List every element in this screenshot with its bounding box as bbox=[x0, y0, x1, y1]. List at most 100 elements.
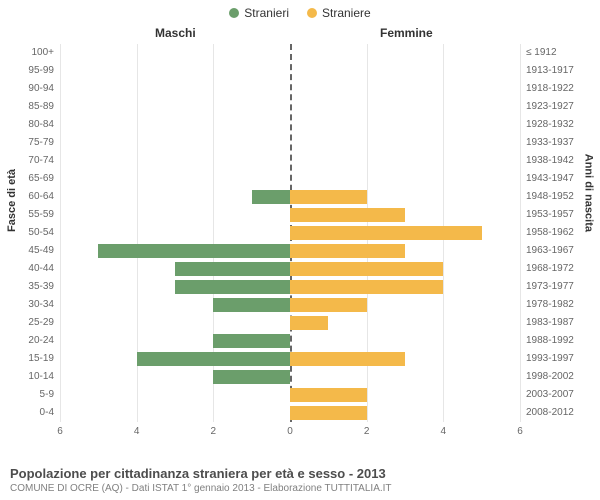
birth-year-label: 1953-1957 bbox=[526, 209, 586, 220]
age-label: 45-49 bbox=[4, 245, 54, 256]
age-label: 0-4 bbox=[4, 407, 54, 418]
bar-female bbox=[290, 262, 443, 276]
x-tick: 2 bbox=[211, 426, 217, 437]
bar-male bbox=[175, 280, 290, 294]
age-row bbox=[60, 296, 520, 314]
bar-female bbox=[290, 208, 405, 222]
bar-female bbox=[290, 352, 405, 366]
x-tick: 2 bbox=[364, 426, 370, 437]
legend-item: Stranieri bbox=[229, 6, 289, 20]
bar-female bbox=[290, 298, 367, 312]
legend-dot bbox=[229, 8, 239, 18]
birth-year-label: 1978-1982 bbox=[526, 299, 586, 310]
chart-subtitle: COMUNE DI OCRE (AQ) - Dati ISTAT 1° genn… bbox=[10, 483, 392, 494]
birth-year-label: 1988-1992 bbox=[526, 335, 586, 346]
birth-year-label: 1983-1987 bbox=[526, 317, 586, 328]
birth-year-label: 1958-1962 bbox=[526, 227, 586, 238]
x-tick: 4 bbox=[441, 426, 447, 437]
bar-female bbox=[290, 226, 482, 240]
age-label: 10-14 bbox=[4, 371, 54, 382]
x-tick: 4 bbox=[134, 426, 140, 437]
birth-year-label: ≤ 1912 bbox=[526, 47, 586, 58]
bar-female bbox=[290, 280, 443, 294]
age-label: 65-69 bbox=[4, 173, 54, 184]
age-row bbox=[60, 44, 520, 62]
legend-label: Stranieri bbox=[244, 6, 289, 20]
birth-year-label: 1928-1932 bbox=[526, 119, 586, 130]
bar-female bbox=[290, 316, 328, 330]
x-tick: 6 bbox=[57, 426, 63, 437]
age-label: 20-24 bbox=[4, 335, 54, 346]
bar-male bbox=[213, 334, 290, 348]
birth-year-label: 1948-1952 bbox=[526, 191, 586, 202]
population-pyramid-chart: Maschi Femmine Fasce di età Anni di nasc… bbox=[0, 22, 600, 452]
birth-year-label: 1918-1922 bbox=[526, 83, 586, 94]
age-label: 80-84 bbox=[4, 119, 54, 130]
legend: Stranieri Straniere bbox=[0, 0, 600, 22]
bar-female bbox=[290, 388, 367, 402]
column-title-maschi: Maschi bbox=[155, 26, 196, 40]
bar-male bbox=[213, 298, 290, 312]
birth-year-label: 2003-2007 bbox=[526, 389, 586, 400]
age-label: 85-89 bbox=[4, 101, 54, 112]
bar-female bbox=[290, 190, 367, 204]
birth-year-label: 1943-1947 bbox=[526, 173, 586, 184]
bar-male bbox=[137, 352, 290, 366]
legend-dot bbox=[307, 8, 317, 18]
chart-footer: Popolazione per cittadinanza straniera p… bbox=[10, 466, 392, 494]
age-label: 60-64 bbox=[4, 191, 54, 202]
age-label: 40-44 bbox=[4, 263, 54, 274]
age-row bbox=[60, 224, 520, 242]
age-label: 35-39 bbox=[4, 281, 54, 292]
age-row bbox=[60, 206, 520, 224]
age-row bbox=[60, 242, 520, 260]
x-tick: 0 bbox=[287, 426, 293, 437]
gridline bbox=[520, 44, 521, 422]
bar-female bbox=[290, 244, 405, 258]
birth-year-label: 1913-1917 bbox=[526, 65, 586, 76]
age-row bbox=[60, 386, 520, 404]
age-row bbox=[60, 368, 520, 386]
age-row bbox=[60, 152, 520, 170]
birth-year-label: 1938-1942 bbox=[526, 155, 586, 166]
age-row bbox=[60, 404, 520, 422]
birth-year-label: 1933-1937 bbox=[526, 137, 586, 148]
legend-label: Straniere bbox=[322, 6, 371, 20]
age-row bbox=[60, 314, 520, 332]
age-row bbox=[60, 260, 520, 278]
bar-male bbox=[175, 262, 290, 276]
birth-year-label: 1998-2002 bbox=[526, 371, 586, 382]
age-label: 5-9 bbox=[4, 389, 54, 400]
bar-male bbox=[252, 190, 290, 204]
age-row bbox=[60, 278, 520, 296]
age-label: 70-74 bbox=[4, 155, 54, 166]
age-label: 30-34 bbox=[4, 299, 54, 310]
age-label: 95-99 bbox=[4, 65, 54, 76]
age-row bbox=[60, 62, 520, 80]
age-row bbox=[60, 134, 520, 152]
plot-area bbox=[60, 44, 520, 422]
column-title-femmine: Femmine bbox=[380, 26, 433, 40]
birth-year-label: 1993-1997 bbox=[526, 353, 586, 364]
age-label: 55-59 bbox=[4, 209, 54, 220]
age-label: 15-19 bbox=[4, 353, 54, 364]
age-label: 25-29 bbox=[4, 317, 54, 328]
age-row bbox=[60, 332, 520, 350]
age-row bbox=[60, 98, 520, 116]
age-row bbox=[60, 116, 520, 134]
age-label: 90-94 bbox=[4, 83, 54, 94]
age-label: 50-54 bbox=[4, 227, 54, 238]
x-tick: 6 bbox=[517, 426, 523, 437]
legend-item: Straniere bbox=[307, 6, 371, 20]
birth-year-label: 1968-1972 bbox=[526, 263, 586, 274]
age-label: 100+ bbox=[4, 47, 54, 58]
age-row bbox=[60, 80, 520, 98]
chart-title: Popolazione per cittadinanza straniera p… bbox=[10, 466, 392, 481]
birth-year-label: 1963-1967 bbox=[526, 245, 586, 256]
age-label: 75-79 bbox=[4, 137, 54, 148]
age-row bbox=[60, 188, 520, 206]
birth-year-label: 1923-1927 bbox=[526, 101, 586, 112]
age-row bbox=[60, 350, 520, 368]
birth-year-label: 1973-1977 bbox=[526, 281, 586, 292]
bar-male bbox=[98, 244, 290, 258]
